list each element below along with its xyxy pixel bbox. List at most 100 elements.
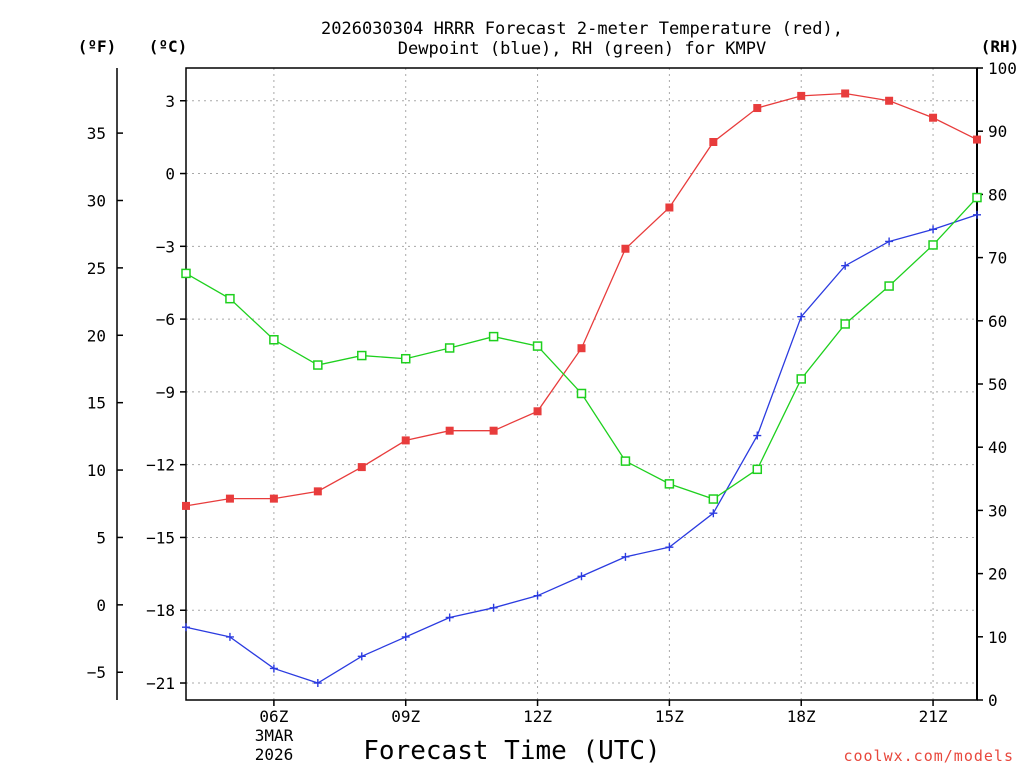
data-point-marker [182,623,190,632]
x-date-label-day: 3MAR [255,726,294,745]
data-point-marker [708,494,719,504]
data-point-marker [621,552,630,561]
data-point-marker [797,312,806,321]
tick-labels: 06Z 09Z 12Z 15Z 18Z 21Z30−3−6−9−12−15−18−2135… [87,59,1017,726]
rh-tick-label: 60 [988,312,1007,331]
data-point-marker [269,335,279,345]
rh-tick-label: 10 [988,628,1007,647]
celsius-tick-label: 0 [165,165,175,184]
fahrenheit-tick-label: 0 [96,596,106,615]
data-point-marker [841,261,850,270]
data-point-marker [533,407,542,416]
data-point-marker [664,479,675,489]
rh-tick-label: 100 [988,59,1017,78]
x-tick-label: 06Z [259,707,288,726]
x-tick-label: 12Z [523,707,552,726]
data-point-marker [620,456,631,466]
data-point-marker [709,137,718,146]
rh-tick-label: 20 [988,565,1007,584]
data-point-marker [445,613,454,622]
data-point-marker [489,603,498,612]
data-series [181,89,982,688]
data-point-marker [532,341,543,351]
celsius-tick-label: −9 [156,383,175,402]
data-point-marker [576,388,587,399]
plot-axes [116,67,983,706]
x-tick-label: 21Z [919,707,948,726]
x-tick-label: 15Z [655,707,684,726]
data-point-marker [840,319,850,329]
data-point-marker [753,104,762,113]
x-axis-label: Forecast Time (UTC) [363,736,660,766]
data-point-marker [885,237,894,246]
credit-text: coolwx.com/models [843,747,1014,765]
celsius-tick-label: 3 [165,92,175,111]
data-point-marker [928,240,938,250]
data-point-marker [313,360,323,370]
fahrenheit-axis-unit: (ºF) [78,37,117,56]
fahrenheit-tick-label: 15 [87,394,106,413]
celsius-tick-label: −6 [156,310,175,329]
rh-tick-label: 30 [988,501,1007,520]
data-point-marker [533,591,542,600]
data-point-marker [973,210,981,219]
data-point-marker [401,632,410,641]
data-point-marker [797,91,806,100]
data-point-marker [489,426,498,435]
data-point-marker [269,664,278,673]
data-point-marker [225,632,234,641]
chart-title-line-2: Dewpoint (blue), RH (green) for KMPV [398,39,766,59]
data-point-marker [488,331,499,342]
x-tick-label: 09Z [391,707,420,726]
rh-tick-label: 50 [988,375,1007,394]
data-point-marker [929,225,938,234]
data-point-marker [357,463,366,472]
data-point-marker [665,543,674,552]
series-temperature [182,89,981,510]
data-point-marker [884,281,894,291]
data-point-marker [929,113,938,122]
data-point-marker [752,464,763,475]
data-point-marker [885,96,894,105]
data-point-marker [577,572,586,581]
data-point-marker [972,192,982,203]
celsius-tick-label: −21 [146,674,175,693]
rh-tick-label: 40 [988,438,1007,457]
data-point-marker [753,431,762,440]
rh-tick-label: 70 [988,249,1007,268]
data-point-marker [401,436,410,445]
fahrenheit-tick-label: −5 [87,663,106,682]
plot-frame [185,67,978,701]
plot-grid [186,68,977,700]
data-point-marker [225,494,234,503]
rh-tick-label: 80 [988,185,1007,204]
series-dewpoint [182,210,981,688]
series-relative-humidity [181,192,982,504]
fahrenheit-tick-label: 10 [87,461,106,480]
celsius-axis-unit: (ºC) [149,37,188,56]
data-point-marker [400,353,411,364]
x-date-label-year: 2026 [255,745,294,764]
data-point-marker [577,344,586,353]
data-point-marker [796,374,806,384]
series-line [185,92,978,507]
celsius-tick-label: −18 [146,601,175,620]
data-point-marker [444,343,455,353]
data-point-marker [225,293,235,304]
rh-tick-label: 0 [988,691,998,710]
data-point-marker [621,244,630,253]
fahrenheit-tick-label: 35 [87,124,106,143]
fahrenheit-tick-label: 30 [87,191,106,210]
series-line [185,214,978,684]
data-point-marker [313,679,322,688]
rh-axis-unit: (RH) [981,37,1020,56]
x-tick-label: 18Z [787,707,816,726]
data-point-marker [841,89,850,98]
fahrenheit-tick-label: 20 [87,326,106,345]
data-point-marker [445,426,454,435]
rh-tick-label: 90 [988,122,1007,141]
data-point-marker [357,350,367,361]
celsius-tick-label: −3 [156,237,175,256]
fahrenheit-tick-label: 25 [87,259,106,278]
